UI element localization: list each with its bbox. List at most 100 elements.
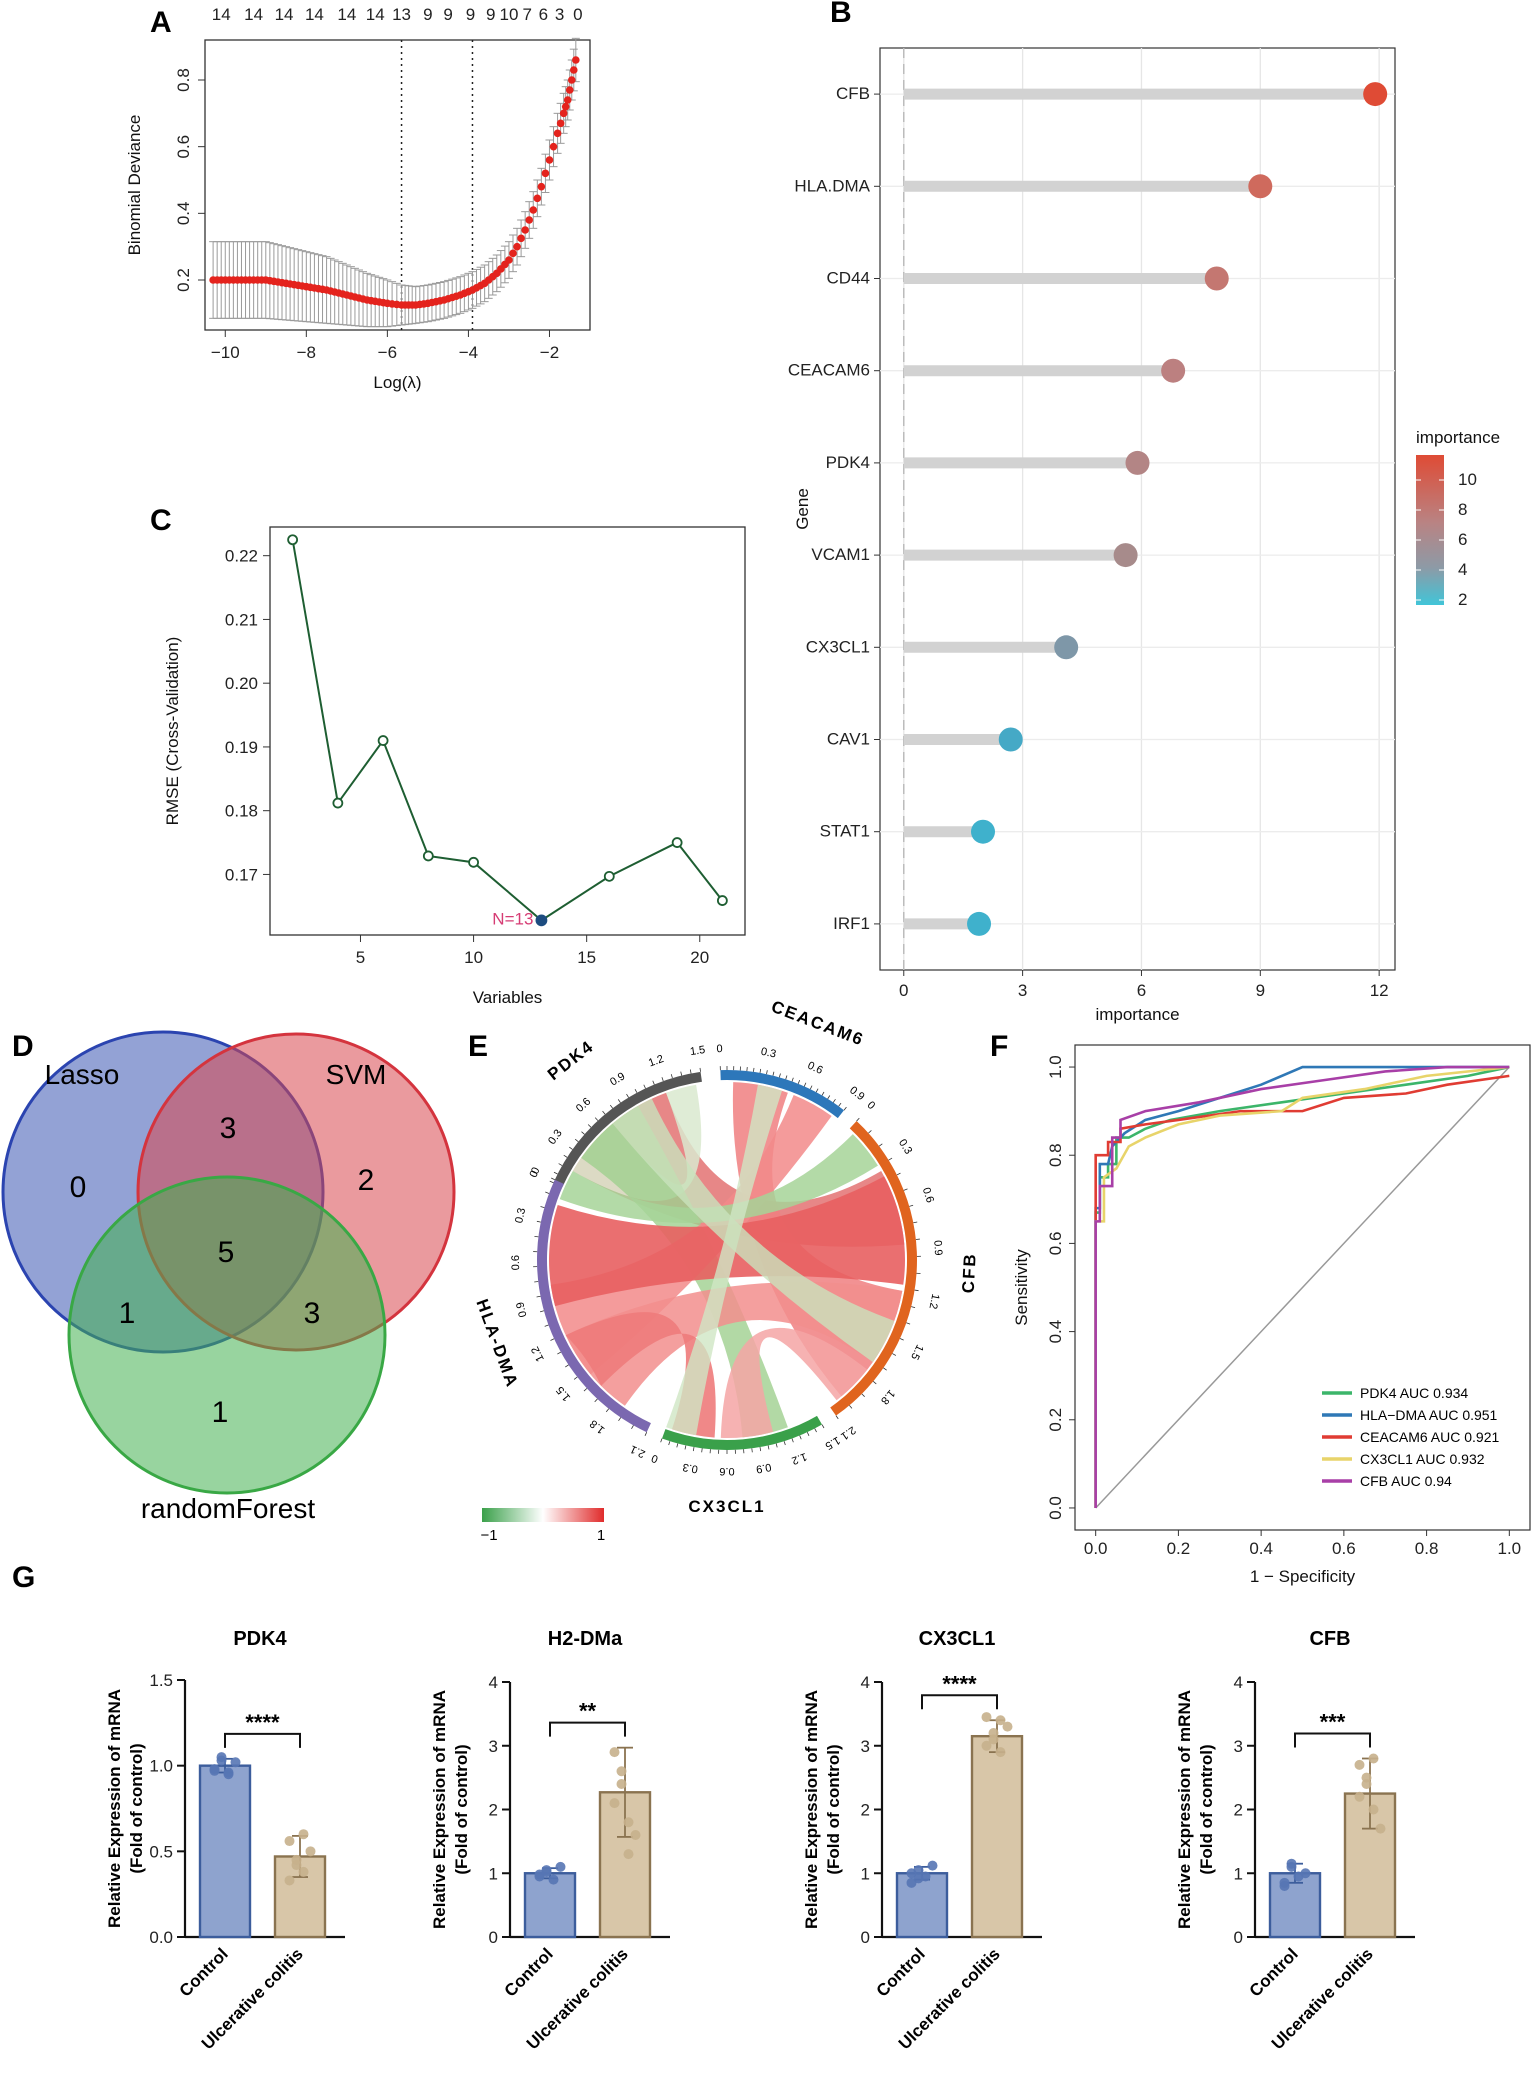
top-axis-label: 7 [522,5,531,24]
chord-gene-label: PDK4 [544,1036,598,1084]
y-tick-label: 0.22 [225,547,258,566]
chord-ribbon [581,1105,788,1438]
legend-tick-label: 8 [1458,500,1467,519]
chord-minor-tick [806,1432,810,1436]
best-n-annotation: N=13 [492,909,533,928]
chord-scale-max: 1 [597,1527,605,1544]
data-point [906,1868,917,1879]
y-tick-label: 0.21 [225,610,258,629]
chord-minor-tick [551,1177,555,1181]
category-label: Control [501,1944,557,2000]
chord-minor-tick [896,1172,901,1176]
data-point [298,1829,309,1840]
y-axis-label: Relative Expression of mRNA [802,1690,821,1929]
chord-minor-tick [536,1295,541,1298]
data-point [1286,1858,1297,1869]
diagonal-reference [1095,1066,1510,1509]
chord-tick-label: 0 [528,1169,541,1179]
y-tick-label: 3 [861,1737,870,1756]
chord-sector-arc [662,1415,822,1450]
lollipop-dot [1054,635,1079,660]
panel-g-bar-charts: 0.0 0.5 1.0 1.5 PDK4 Relative Expression of m… [105,1628,1415,2053]
x-tick-label: −8 [297,343,316,362]
chord-minor-tick [563,1154,568,1158]
chord-tick-label: 1.2 [927,1293,942,1310]
gene-label: CD44 [827,269,870,288]
legend-colorbar [1416,455,1444,605]
y-tick-label: 0.18 [225,802,258,821]
chord-minor-tick [883,1367,887,1371]
venn-circle-randomforest [67,1175,387,1495]
chord-minor-tick [827,1095,831,1100]
chord-minor-tick [553,1171,558,1175]
y-axis-label: Sensitivity [1012,1249,1031,1326]
chord-minor-tick [913,1221,918,1224]
plot-frame [269,526,746,936]
x-tick-label: 1.0 [1497,1539,1521,1558]
significance-label: *** [1320,1710,1346,1735]
top-axis-label: 10 [499,5,518,24]
chord-minor-tick [838,1102,842,1107]
rmse-point [422,850,434,862]
chord-tick-label: 1.5 [689,1044,706,1058]
legend-tick-label: 10 [1458,470,1477,489]
chord-tick-label: 0.9 [755,1461,772,1475]
chord-tick-label: 0.6 [719,1465,734,1477]
chord-minor-tick [772,1071,775,1076]
lollipop-dot [1204,266,1229,291]
y-tick-label: 0.6 [1046,1232,1065,1256]
chord-scale-bar [482,1508,604,1522]
x-tick-label: −6 [378,343,397,362]
chord-minor-tick [668,1441,671,1446]
chord-minor-tick [618,1417,622,1422]
chord-scale-min: −1 [480,1527,497,1544]
chord-tick-label: 0.3 [760,1046,777,1061]
chord-minor-tick [903,1188,908,1191]
chord-minor-tick [676,1443,679,1448]
chord-minor-tick [617,1099,621,1103]
chord-minor-tick [878,1143,883,1147]
legend-tick-label: 4 [1458,560,1467,579]
chord-minor-tick [835,1415,839,1420]
lollipop-dot [967,911,992,936]
chord-minor-tick [791,1438,794,1443]
chord-tick-label: 0.3 [513,1207,528,1224]
chord-gene-label: HLA-DMA [472,1297,522,1391]
gene-label: CX3CL1 [806,637,870,656]
y-axis-label: Gene [793,488,812,530]
top-axis-label: 0 [573,5,582,24]
panel-f-roc: 0.0 0.2 0.4 0.6 0.8 1.0 0.0 0.2 0.4 0.6 0.8 1.0 1 − … [1012,1044,1531,1586]
bar-chart-title: CFB [1309,1628,1350,1650]
chord-tick-label: 0.3 [546,1127,565,1146]
venn-set-label: randomForest [141,1493,316,1524]
chord-tick-label: 1.5 [823,1434,842,1452]
y-axis-label: Binomial Deviance [125,115,144,256]
data-point [1354,1759,1365,1770]
bar-chart-title: PDK4 [233,1628,287,1650]
panel-label-d: D [12,1030,34,1063]
y-tick-label: 0.4 [174,202,193,226]
chord-minor-tick [856,1117,860,1122]
data-point [623,1849,634,1860]
rmse-point [535,914,548,927]
y-tick-label: 0.6 [174,135,193,159]
chord-minor-tick [557,1351,562,1355]
chord-minor-tick [550,1338,555,1341]
chord-minor-tick [767,1445,770,1450]
legend-label: CFB AUC 0.94 [1360,1473,1452,1489]
roc-curve [1094,1074,1510,1508]
chord-tick-label: 0.9 [847,1084,866,1103]
chord-minor-tick [832,1098,836,1103]
chord-ribbon [612,1098,895,1363]
chord-minor-tick [914,1289,919,1292]
gene-label: PDK4 [826,453,870,472]
data-point [609,1747,620,1758]
x-tick-label: 6 [1137,981,1146,1000]
chord-minor-tick [766,1070,768,1075]
rmse-line [291,539,724,922]
x-tick-label: 9 [1256,981,1265,1000]
data-point [1354,1791,1365,1802]
gene-label: VCAM1 [811,545,870,564]
chord-minor-tick [775,1443,778,1448]
